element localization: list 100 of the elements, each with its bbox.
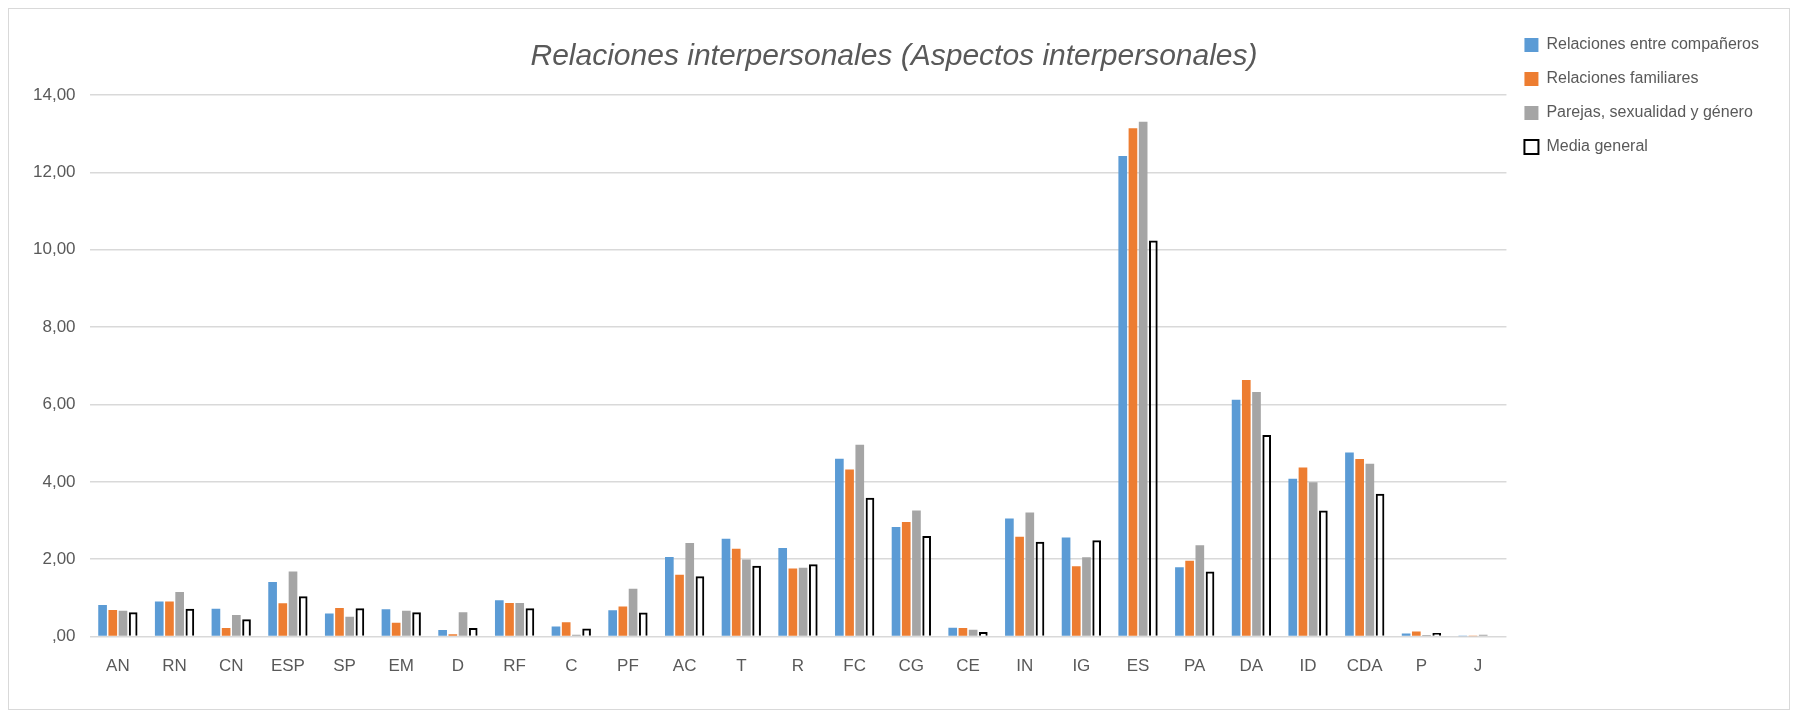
x-tick-label: IN bbox=[1016, 656, 1034, 676]
legend-label: Relaciones familiares bbox=[1546, 69, 1699, 87]
y-tick-label: 8,00 bbox=[42, 316, 76, 336]
x-tick-label: PA bbox=[1184, 656, 1207, 676]
bar bbox=[1231, 399, 1241, 636]
legend-label: Relaciones entre compañeros bbox=[1546, 35, 1759, 53]
bar bbox=[232, 614, 241, 636]
bar bbox=[798, 567, 808, 636]
bar bbox=[845, 469, 854, 636]
bar bbox=[1355, 459, 1364, 636]
bar bbox=[1365, 463, 1375, 636]
bar bbox=[268, 582, 277, 636]
chart-title: Relaciones interpersonales (Aspectos interpersonales) bbox=[530, 38, 1258, 72]
bar bbox=[1195, 545, 1205, 636]
legend-label: Parejas, sexualidad y género bbox=[1546, 103, 1753, 121]
bar bbox=[278, 603, 288, 636]
bar bbox=[721, 538, 731, 636]
bar bbox=[118, 610, 128, 636]
bar bbox=[108, 609, 118, 636]
bar bbox=[788, 568, 798, 636]
bar bbox=[618, 606, 628, 636]
y-tick-label: 4,00 bbox=[42, 471, 76, 491]
bar bbox=[211, 608, 221, 636]
y-tick-label: 2,00 bbox=[42, 548, 76, 568]
bar bbox=[98, 604, 107, 636]
bar bbox=[494, 600, 504, 636]
bar bbox=[958, 628, 968, 636]
x-tick-label: ID bbox=[1299, 656, 1317, 676]
bar bbox=[665, 556, 674, 636]
x-tick-label: CN bbox=[218, 656, 244, 676]
x-tick-label: R bbox=[791, 656, 805, 676]
bar bbox=[1241, 380, 1251, 636]
bar bbox=[742, 559, 751, 636]
bar bbox=[175, 592, 184, 636]
x-tick-label: C bbox=[565, 656, 578, 676]
x-tick-label: IG bbox=[1072, 656, 1091, 676]
bar bbox=[345, 616, 355, 636]
x-tick-label: CG bbox=[898, 656, 925, 676]
bar bbox=[778, 548, 788, 636]
x-tick-label: EM bbox=[388, 656, 415, 676]
bar bbox=[1025, 512, 1035, 636]
legend-label: Media general bbox=[1546, 137, 1648, 155]
y-tick-label: 12,00 bbox=[32, 162, 76, 182]
x-tick-label: DA bbox=[1239, 656, 1264, 676]
y-tick-label: 14,00 bbox=[32, 84, 76, 104]
bar bbox=[912, 510, 921, 636]
x-tick-label: AN bbox=[106, 656, 130, 676]
y-tick-label: 10,00 bbox=[32, 239, 76, 259]
bar bbox=[402, 610, 411, 636]
bar bbox=[458, 612, 468, 636]
bar bbox=[1298, 467, 1308, 636]
bar bbox=[1308, 482, 1318, 636]
bar bbox=[288, 571, 298, 636]
y-tick-label: 6,00 bbox=[42, 394, 76, 414]
x-tick-label: T bbox=[736, 656, 747, 676]
bar bbox=[731, 548, 741, 636]
bar bbox=[324, 613, 334, 636]
bar bbox=[1082, 557, 1091, 636]
x-tick-label: FC bbox=[843, 656, 866, 676]
bar bbox=[891, 527, 901, 636]
bar bbox=[1128, 128, 1138, 636]
bar bbox=[1061, 537, 1071, 636]
bar bbox=[438, 630, 447, 636]
x-tick-label: CDA bbox=[1346, 656, 1384, 676]
bar bbox=[835, 458, 844, 636]
bar bbox=[561, 622, 571, 636]
bar bbox=[1185, 560, 1194, 636]
x-tick-label: D bbox=[451, 656, 465, 676]
bar bbox=[1252, 392, 1261, 636]
bar bbox=[505, 602, 514, 636]
bar bbox=[1345, 452, 1354, 636]
bar bbox=[165, 601, 174, 636]
bar bbox=[1411, 631, 1421, 636]
x-tick-label: PF bbox=[617, 656, 639, 676]
y-tick-label: ,00 bbox=[51, 626, 76, 646]
bar bbox=[1138, 121, 1148, 636]
x-tick-label: SP bbox=[333, 656, 356, 676]
x-tick-label: AC bbox=[672, 656, 697, 676]
bar bbox=[608, 610, 617, 636]
bar bbox=[685, 542, 695, 636]
x-tick-label: RF bbox=[503, 656, 526, 676]
bar bbox=[628, 588, 638, 636]
bar bbox=[221, 628, 231, 636]
bar bbox=[381, 609, 391, 636]
x-tick-label: ESP bbox=[270, 656, 305, 676]
x-tick-label: ES bbox=[1126, 656, 1150, 676]
x-tick-label: RN bbox=[162, 656, 187, 676]
bar bbox=[391, 622, 401, 636]
bar bbox=[1005, 518, 1014, 636]
x-tick-label: CE bbox=[956, 656, 980, 676]
bar bbox=[515, 602, 525, 636]
bar bbox=[855, 444, 865, 636]
bar bbox=[1118, 156, 1128, 636]
bar bbox=[154, 601, 164, 636]
x-tick-label: P bbox=[1415, 656, 1428, 676]
bar bbox=[901, 522, 911, 636]
bar bbox=[1071, 566, 1081, 636]
bar bbox=[1288, 478, 1298, 636]
bar bbox=[1175, 567, 1184, 636]
bar bbox=[1015, 536, 1024, 636]
